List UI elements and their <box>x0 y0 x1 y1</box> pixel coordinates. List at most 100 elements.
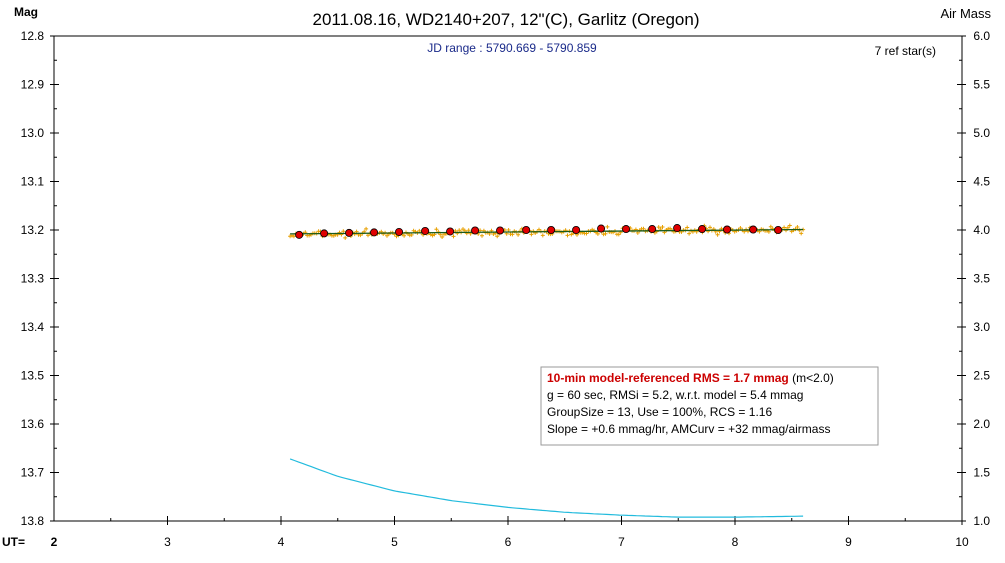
airmass-curve-layer <box>289 458 804 518</box>
data-point <box>466 228 471 233</box>
data-point <box>565 233 570 238</box>
y2-tick-label: 4.0 <box>973 223 990 237</box>
info-box-frame <box>540 366 879 446</box>
data-point <box>616 232 621 237</box>
jd-range-label: JD range : 5790.669 - 5790.859 <box>427 41 597 55</box>
data-point <box>495 234 500 239</box>
data-point <box>451 234 456 239</box>
group-mean-point <box>370 228 379 237</box>
info-box: 10-min model-referenced RMS = 1.7 mmag (… <box>540 366 879 446</box>
group-mean-point <box>723 225 732 234</box>
x-tick-label: 4 <box>278 535 285 549</box>
data-point <box>341 229 346 234</box>
data-point <box>782 225 787 230</box>
data-point <box>516 232 521 237</box>
y-tick-label: 12.9 <box>21 78 45 92</box>
y-tick-label: 13.7 <box>21 466 45 480</box>
data-point <box>540 233 545 238</box>
data-point <box>288 234 293 239</box>
y-tick-label: 13.1 <box>21 175 45 189</box>
group-mean-point <box>496 226 505 235</box>
data-point <box>687 231 692 236</box>
group-mean-point <box>395 227 404 236</box>
y-axis-title: Mag <box>14 5 38 19</box>
data-point <box>434 227 439 232</box>
group-means-layer <box>295 224 783 239</box>
data-point <box>787 223 792 228</box>
data-point <box>364 226 369 231</box>
data-point <box>510 232 515 237</box>
axis-ticks: 2 3 4 5 6 7 8 9 10 12.8 12.9 13.0 13.1 13.2 13.3 13.4 13… <box>21 29 991 549</box>
group-mean-point <box>345 228 354 237</box>
y2-tick-label: 5.0 <box>973 126 990 140</box>
x-tick-label: 6 <box>505 535 512 549</box>
info-line-3: GroupSize = 13, Use = 100%, RCS = 1.16 <box>547 405 772 419</box>
y2-tick-label: 3.0 <box>973 320 990 334</box>
ref-stars-label: 7 ref star(s) <box>875 44 936 58</box>
y-tick-label: 13.4 <box>21 320 45 334</box>
group-mean-point <box>774 225 783 234</box>
group-mean-point <box>522 225 531 234</box>
data-point <box>480 233 484 238</box>
data-point <box>366 233 370 238</box>
chart-title: 2011.08.16, WD2140+207, 12"(C), Garlitz … <box>313 10 700 29</box>
group-mean-point <box>547 225 556 234</box>
data-point <box>768 224 773 229</box>
y-tick-label: 12.8 <box>21 29 45 43</box>
x-axis-title: UT= <box>2 535 25 549</box>
group-mean-point <box>320 229 329 238</box>
data-point <box>799 231 804 236</box>
y2-tick-label: 6.0 <box>973 29 990 43</box>
data-point <box>457 228 462 233</box>
group-mean-point <box>597 224 606 233</box>
y2-tick-label: 2.0 <box>973 417 990 431</box>
x-tick-label: 10 <box>955 535 969 549</box>
group-mean-point <box>673 224 682 233</box>
data-point <box>795 225 800 229</box>
y-tick-label: 13.5 <box>21 369 45 383</box>
x-tick-label: 5 <box>391 535 398 549</box>
y-tick-label: 13.0 <box>21 126 45 140</box>
group-mean-point <box>698 225 707 234</box>
group-mean-point <box>295 230 304 239</box>
data-point <box>409 232 414 237</box>
y2-tick-label: 5.5 <box>973 78 990 92</box>
x-tick-label: 8 <box>732 535 739 549</box>
info-line-1: 10-min model-referenced RMS = 1.7 mmag (… <box>547 371 834 385</box>
y-tick-label: 13.6 <box>21 417 45 431</box>
info-rms-rest: (m<2.0) <box>789 371 834 385</box>
group-mean-point <box>421 226 430 235</box>
data-point <box>512 229 517 234</box>
data-point <box>584 231 589 236</box>
data-point <box>402 233 407 238</box>
data-point <box>708 225 712 230</box>
group-mean-point <box>572 225 581 234</box>
group-mean-point <box>648 225 657 234</box>
data-point <box>605 224 610 229</box>
y2-tick-label: 4.5 <box>973 175 990 189</box>
group-mean-point <box>471 226 480 235</box>
data-point <box>506 228 511 232</box>
data-point <box>738 226 743 230</box>
x-tick-label: 2 <box>51 535 58 549</box>
y-tick-label: 13.3 <box>21 272 45 286</box>
data-point <box>601 232 606 237</box>
info-line-4: Slope = +0.6 mmag/hr, AMCurv = +32 mmag/… <box>547 422 830 436</box>
data-point <box>641 226 646 231</box>
group-mean-point <box>622 225 631 234</box>
y-tick-label: 13.8 <box>21 514 45 528</box>
data-point <box>715 232 720 237</box>
data-point <box>656 225 661 230</box>
info-line-2: g = 60 sec, RMSi = 5.2, w.r.t. model = 5… <box>547 388 803 402</box>
data-point <box>660 225 665 229</box>
y2-tick-label: 1.0 <box>973 514 990 528</box>
x-tick-label: 3 <box>164 535 171 549</box>
y-tick-label: 13.2 <box>21 223 45 237</box>
data-point <box>440 235 445 239</box>
y2-tick-label: 3.5 <box>973 272 990 286</box>
y2-axis-title: Air Mass <box>940 6 991 21</box>
y2-tick-label: 1.5 <box>973 466 990 480</box>
data-point <box>343 235 348 240</box>
x-tick-label: 9 <box>845 535 852 549</box>
